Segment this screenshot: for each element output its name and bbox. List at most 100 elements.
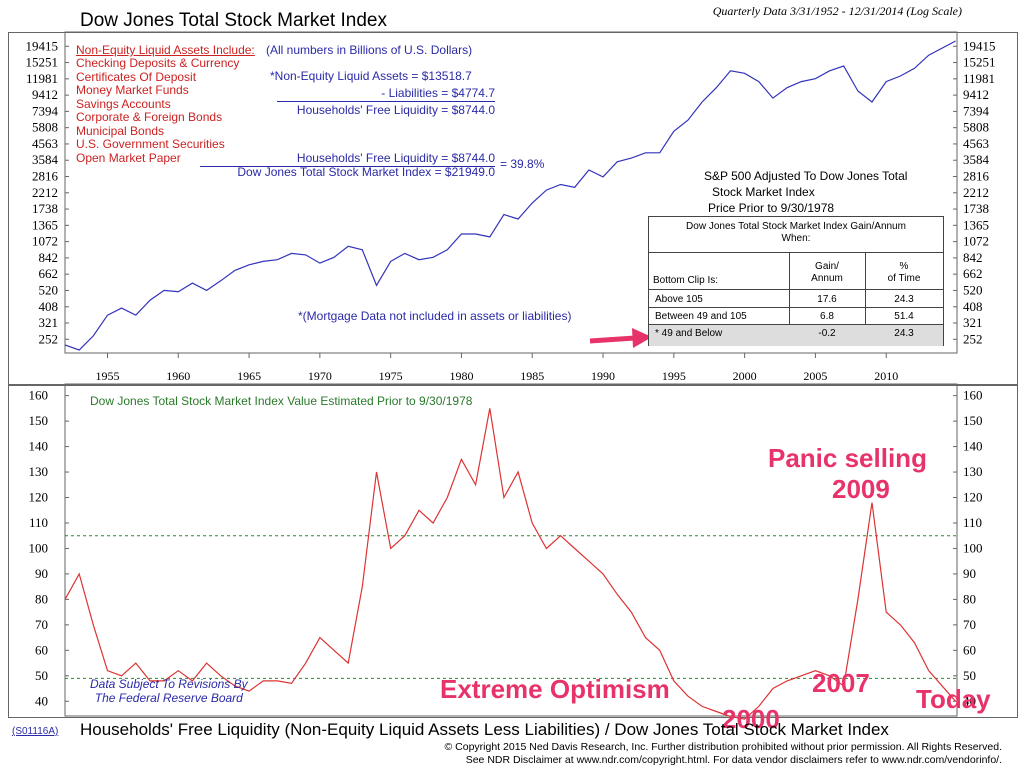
y-tick-label: 11981	[26, 71, 58, 86]
y-tick-label: 80	[963, 591, 976, 606]
y-tick-label: 19415	[963, 38, 996, 53]
list-item: Corporate & Foreign Bonds	[76, 110, 223, 124]
copyright-line-2: See NDR Disclaimer at www.ndr.com/copyri…	[465, 754, 1002, 766]
bottom-subtitle: Dow Jones Total Stock Market Index Value…	[90, 394, 473, 408]
list-item: Municipal Bonds	[76, 123, 165, 138]
col3-header-1: %	[899, 261, 909, 272]
list-item: Checking Deposits & Currency	[76, 56, 240, 70]
free-liquidity-line: Households' Free Liquidity = $8744.0	[296, 103, 495, 117]
x-tick-label: 1970	[308, 369, 332, 383]
y-tick-label: 120	[29, 490, 49, 505]
panic-label-2: 2009	[832, 474, 890, 504]
table-row-label: Above 105	[655, 294, 703, 305]
y-tick-label: 2212	[963, 185, 989, 200]
y-tick-label: 130	[29, 464, 49, 479]
y-tick-label: 19415	[26, 38, 59, 53]
y-tick-label: 662	[39, 266, 59, 281]
y-tick-label: 1738	[963, 201, 989, 216]
y-tick-label: 408	[963, 299, 983, 314]
label-today: Today	[916, 684, 991, 714]
chart-code: (S01116A)	[12, 726, 59, 737]
units-note: (All numbers in Billions of U.S. Dollars…	[266, 43, 473, 57]
y-tick-label: 3584	[32, 152, 59, 167]
y-tick-label: 520	[39, 282, 59, 297]
panic-label-1: Panic selling	[768, 443, 927, 473]
liabilities-line: - Liabilities = $4774.7	[277, 86, 495, 102]
y-tick-label: 50	[35, 668, 48, 683]
x-tick-label: 1955	[95, 369, 119, 383]
y-tick-label: 40	[963, 693, 976, 708]
y-tick-label: 100	[963, 540, 983, 555]
revision-note: Data Subject To Revisions By The Federal…	[90, 677, 248, 705]
y-tick-label: 150	[963, 413, 983, 428]
y-tick-label: 160	[963, 388, 983, 403]
y-tick-label: 4563	[32, 136, 58, 151]
y-tick-label: 2212	[32, 185, 58, 200]
y-tick-label: 140	[29, 439, 49, 454]
list-item: Certificates Of Deposit	[76, 69, 197, 84]
list-item: Money Market Funds	[76, 83, 189, 97]
chart-title: Dow Jones Total Stock Market Index	[80, 10, 387, 31]
table-row-label: Between 49 and 105	[655, 311, 747, 322]
y-tick-label: 321	[963, 315, 983, 330]
y-tick-label: 1072	[32, 234, 58, 249]
y-tick-label: 408	[39, 299, 59, 314]
gain-table: Dow Jones Total Stock Market Index Gain/…	[648, 216, 944, 346]
x-tick-label: 2000	[733, 369, 757, 383]
y-tick-label: 160	[29, 388, 49, 403]
sp500-note-2: Stock Market Index	[712, 185, 815, 199]
ratio-numerator: Households' Free Liquidity = $8744.0	[200, 151, 495, 167]
col2-header-1: Gain/	[815, 261, 839, 272]
x-tick-label: 2010	[874, 369, 898, 383]
x-tick-label: 1965	[237, 369, 261, 383]
table-row-label: * 49 and Below	[655, 328, 723, 339]
y-tick-label: 321	[39, 315, 59, 330]
x-tick-label: 1990	[591, 369, 615, 383]
bottom-axis-ticks: 160 160 150 150 140 140 130 130 120 120 110 110 100 1…	[29, 388, 983, 709]
y-tick-label: 40	[35, 693, 48, 708]
y-tick-label: 1738	[32, 201, 58, 216]
chart-subtitle: Quarterly Data 3/31/1952 - 12/31/2014 (L…	[712, 4, 962, 18]
y-tick-label: 11981	[963, 71, 995, 86]
y-tick-label: 70	[963, 617, 976, 632]
non-equity-heading: Non-Equity Liquid Assets Include:	[76, 43, 255, 57]
table-row-gain: -0.2	[818, 328, 836, 339]
y-tick-label: 7394	[32, 103, 59, 118]
x-tick-label: 1995	[662, 369, 686, 383]
ratio-denominator: Dow Jones Total Stock Market Index = $21…	[237, 165, 495, 179]
y-tick-label: 2816	[32, 168, 59, 183]
non-equity-list: Checking Deposits & Currency Certificate…	[76, 56, 240, 165]
y-tick-label: 9412	[32, 87, 58, 102]
table-title-2: When:	[781, 233, 811, 244]
bottom-plot-area	[64, 383, 958, 717]
y-tick-label: 110	[963, 515, 982, 530]
revision-note-1: Data Subject To Revisions By	[90, 677, 248, 691]
y-tick-label: 80	[35, 591, 48, 606]
y-tick-label: 110	[29, 515, 48, 530]
col3-header-2: of Time	[887, 273, 921, 284]
y-tick-label: 15251	[963, 55, 996, 70]
y-tick-label: 140	[963, 439, 983, 454]
y-tick-label: 120	[963, 490, 983, 505]
y-tick-label: 60	[963, 642, 976, 657]
label-2000: 2000	[722, 704, 780, 734]
y-tick-label: 90	[35, 566, 48, 581]
x-tick-label: 1985	[520, 369, 544, 383]
y-tick-label: 9412	[963, 87, 989, 102]
y-tick-label: 15251	[26, 55, 59, 70]
col1-header: Bottom Clip Is:	[653, 275, 719, 286]
y-tick-label: 150	[29, 413, 49, 428]
revision-note-2: The Federal Reserve Board	[94, 690, 243, 705]
x-axis-ticks: 1955 1960 1965 1970 1975 1980 1985 1990 1995 2000…	[95, 353, 898, 383]
y-tick-label: 50	[963, 668, 976, 683]
sp500-note-1: S&P 500 Adjusted To Dow Jones Total	[704, 169, 908, 183]
x-tick-label: 1980	[449, 369, 473, 383]
y-tick-label: 5808	[32, 120, 58, 135]
x-tick-label: 1975	[379, 369, 403, 383]
y-tick-label: 3584	[963, 152, 990, 167]
y-tick-label: 130	[963, 464, 983, 479]
table-row-time: 24.3	[894, 294, 914, 305]
list-item: Savings Accounts	[76, 96, 171, 111]
